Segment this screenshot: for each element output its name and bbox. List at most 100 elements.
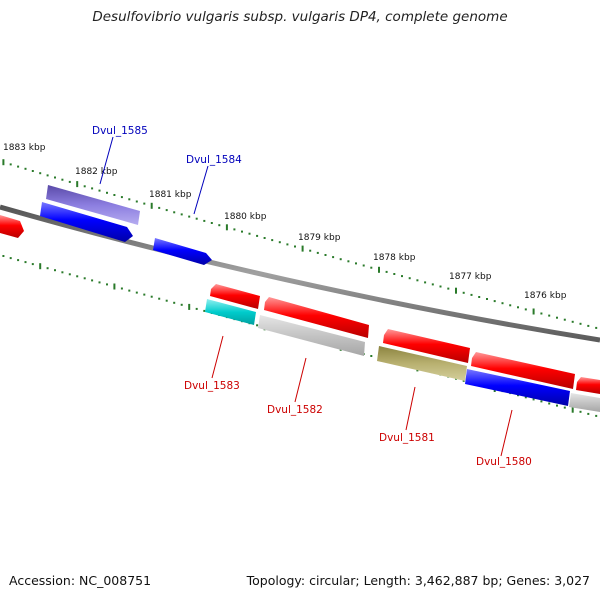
upper-scale-minor-tick — [563, 318, 566, 321]
upper-scale-minor-tick — [462, 291, 465, 294]
gene-dvul-1583[interactable] — [210, 284, 260, 309]
gene-dvul-1585[interactable] — [40, 202, 133, 242]
upper-scale-minor-tick — [278, 241, 281, 244]
lower-scale-major-tick — [113, 283, 116, 290]
lower-scale-minor-tick — [165, 299, 168, 302]
genome-stats-text: Topology: circular; Length: 3,462,887 bp… — [246, 573, 590, 588]
gene-dvul-1584[interactable] — [153, 238, 212, 265]
lower-scale-minor-tick — [120, 287, 123, 290]
label-dvul-1585: Dvul_1585 — [92, 125, 148, 137]
upper-scale-minor-tick — [447, 287, 450, 290]
forward-genes — [40, 185, 212, 265]
upper-scale-major-tick — [455, 287, 457, 294]
lower-scale-minor-tick — [587, 412, 590, 415]
lower-scale-minor-tick — [532, 398, 535, 401]
upper-scale-minor-tick — [587, 324, 590, 327]
gene-labels: Dvul_1585 Dvul_1584 Dvul_1583 Dvul_1582 … — [92, 125, 532, 468]
lower-scale-minor-tick — [143, 293, 146, 296]
upper-scale-major-tick — [532, 308, 535, 315]
kbp-label-1879: 1879 kbp — [298, 233, 341, 243]
upper-scale-minor-tick — [54, 176, 56, 179]
upper-scale-minor-tick — [17, 165, 20, 168]
upper-scale-minor-tick — [263, 237, 266, 239]
upper-scale-minor-tick — [180, 213, 183, 216]
gene-dvul-1582-homolog[interactable] — [258, 315, 365, 356]
lower-scale-major-tick — [39, 263, 42, 270]
lower-scale-major-tick — [571, 406, 574, 413]
upper-scale-minor-tick — [210, 222, 213, 224]
upper-scale-minor-tick — [61, 178, 64, 181]
lower-scale-minor-tick — [158, 297, 161, 300]
upper-scale-major-tick — [2, 159, 5, 166]
upper-scale-minor-tick — [401, 275, 403, 278]
gene-dvul-1580-homolog[interactable] — [465, 369, 570, 406]
upper-scale-minor-tick — [248, 232, 251, 235]
lower-scale-minor-tick — [556, 404, 558, 407]
upper-scale-minor-tick — [509, 304, 512, 307]
upper-scale-minor-tick — [393, 273, 396, 275]
upper-scale-minor-tick — [39, 172, 42, 175]
scale-ticks-upper — [2, 159, 598, 329]
upper-scale-minor-tick — [98, 189, 101, 192]
label-dvul-1584: Dvul_1584 — [186, 154, 242, 166]
lower-scale-minor-tick — [76, 275, 79, 278]
upper-scale-minor-tick — [68, 180, 71, 183]
lower-scale-minor-tick — [61, 271, 64, 274]
gene-right-edge[interactable] — [576, 377, 600, 394]
gene-dvul-1583-homolog[interactable] — [205, 299, 256, 325]
lower-scale-minor-tick — [180, 303, 183, 306]
upper-scale-minor-tick — [362, 264, 365, 267]
upper-scale-minor-tick — [165, 209, 168, 212]
lower-scale-minor-tick — [595, 414, 598, 417]
upper-scale-minor-tick — [173, 211, 176, 214]
kbp-label-1878: 1878 kbp — [373, 253, 416, 263]
lower-scale-minor-tick — [9, 257, 12, 260]
lower-scale-minor-tick — [128, 289, 131, 292]
gene-dvul-1582[interactable] — [264, 297, 369, 338]
upper-scale-minor-tick — [218, 224, 221, 227]
lower-scale-minor-tick — [548, 402, 551, 405]
map-title: Desulfovibrio vulgaris subsp. vulgaris D… — [92, 9, 508, 25]
lower-scale-minor-tick — [370, 355, 373, 357]
gene-dvul-1580[interactable] — [471, 352, 575, 389]
upper-scale-minor-tick — [324, 254, 327, 256]
upper-scale-minor-tick — [524, 308, 527, 311]
upper-scale-minor-tick — [24, 167, 27, 170]
gene-right-edge-homolog[interactable] — [569, 393, 600, 412]
upper-scale-minor-tick — [286, 243, 289, 246]
upper-scale-minor-tick — [339, 258, 342, 261]
gene-dvul-1585-homolog[interactable] — [46, 185, 140, 225]
upper-scale-minor-tick — [256, 234, 259, 237]
upper-scale-minor-tick — [113, 194, 116, 196]
upper-scale-major-tick — [76, 181, 79, 188]
upper-scale-minor-tick — [493, 300, 496, 303]
upper-scale-minor-tick — [416, 279, 419, 282]
kbp-label-1876: 1876 kbp — [524, 291, 567, 301]
gene-dvul-1581[interactable] — [383, 329, 470, 363]
upper-scale-minor-tick — [135, 200, 138, 203]
lower-scale-minor-tick — [24, 261, 27, 264]
lower-scale-minor-tick — [17, 259, 20, 262]
lower-scale-major-tick — [188, 303, 191, 310]
lower-scale-minor-tick — [91, 279, 94, 282]
gene-dvul-1581-homolog[interactable] — [377, 346, 467, 381]
upper-scale-minor-tick — [188, 215, 191, 218]
upper-scale-minor-tick — [470, 293, 473, 296]
lower-scale-minor-tick — [203, 309, 206, 312]
lower-scale-minor-tick — [83, 277, 86, 280]
gene-left-edge[interactable] — [0, 215, 24, 238]
label-leaders — [99, 136, 513, 457]
upper-scale-minor-tick — [294, 245, 296, 248]
upper-scale-major-tick — [301, 245, 304, 252]
lower-scale-minor-tick — [31, 263, 34, 266]
lower-scale-minor-tick — [579, 410, 582, 413]
upper-scale-minor-tick — [143, 202, 146, 205]
upper-scale-minor-tick — [501, 302, 504, 305]
kbp-label-1881: 1881 kbp — [149, 190, 192, 200]
upper-scale-minor-tick — [203, 219, 206, 222]
upper-scale-minor-tick — [408, 277, 411, 280]
scale-labels: 1883 kbp 1882 kbp 1881 kbp 1880 kbp 1879… — [3, 143, 567, 301]
upper-scale-minor-tick — [556, 316, 558, 319]
